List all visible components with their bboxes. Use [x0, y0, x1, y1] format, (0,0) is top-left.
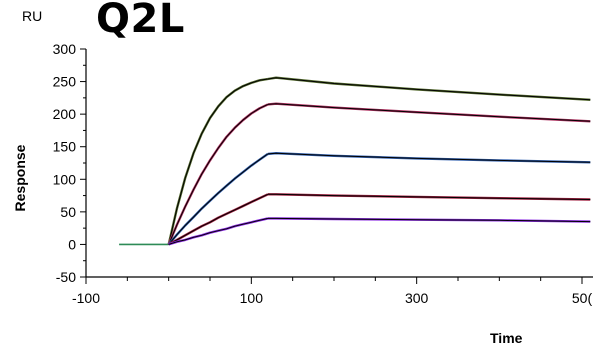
series-4-dissociation-fit	[267, 193, 591, 200]
series-2	[167, 102, 591, 245]
y-tick-label: 0	[68, 236, 76, 252]
series-3-association-fit	[168, 153, 269, 245]
y-tick-label: 300	[53, 41, 77, 57]
series-5-dissociation-fit	[267, 217, 591, 223]
series-5	[168, 217, 591, 246]
y-tick-label: 100	[53, 171, 77, 187]
y-tick-label: -50	[56, 269, 76, 285]
x-tick-label: -100	[72, 290, 100, 306]
series-1-dissociation-fit	[267, 77, 591, 101]
series-2-dissociation-fit	[267, 103, 591, 122]
axes: -50 0 50 100 150 200 250 300 -100 100 300 50(	[53, 41, 593, 306]
chart-title: Q2L	[96, 0, 185, 42]
x-tick-label: 100	[240, 290, 264, 306]
y-tick-label: 250	[53, 74, 77, 90]
y-unit-label: RU	[22, 8, 43, 24]
y-tick-label: 200	[53, 106, 77, 122]
series-1-dissociation-data	[267, 76, 591, 101]
series-layer	[119, 76, 591, 246]
series-3-dissociation-fit	[267, 152, 591, 163]
y-tick-label: 50	[60, 204, 76, 220]
series-1-association-data	[167, 77, 269, 245]
series-1	[167, 76, 591, 245]
series-1-association-fit	[168, 78, 268, 245]
series-2-association-data	[167, 103, 269, 245]
x-tick-label: 50(	[572, 290, 593, 306]
series-5-association-fit	[168, 217, 269, 245]
series-2-association-fit	[168, 103, 269, 245]
x-tick-label: 300	[405, 290, 429, 306]
x-axis-label: Time	[490, 330, 523, 346]
series-4-association-fit	[168, 193, 269, 245]
series-4	[168, 193, 591, 246]
series-3	[167, 151, 591, 246]
y-tick-label: 150	[53, 139, 77, 155]
